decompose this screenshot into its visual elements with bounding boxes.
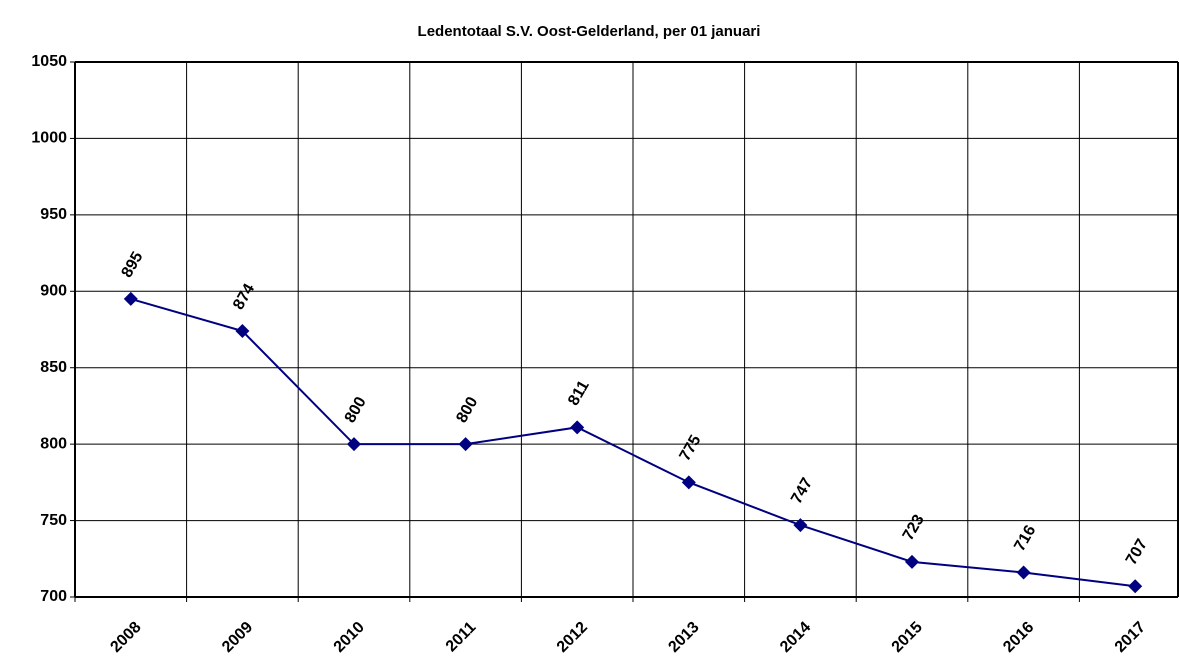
data-label: 716: [1011, 523, 1039, 555]
y-tick-label: 1050: [31, 53, 67, 70]
data-line: [130, 297, 1136, 588]
x-tick-label: 2013: [665, 619, 702, 656]
data-label: 811: [565, 378, 593, 409]
y-tick-label: 700: [40, 588, 67, 605]
data-marker: [458, 437, 473, 452]
data-marker: [1016, 565, 1031, 580]
data-marker: [347, 437, 361, 452]
data-marker: [570, 420, 585, 435]
y-tick-label: 900: [40, 283, 67, 300]
x-tick-label: 2010: [331, 619, 368, 656]
y-tick-label: 800: [40, 435, 67, 452]
data-marker: [123, 291, 138, 306]
data-label: 800: [342, 394, 370, 426]
data-marker: [1128, 579, 1143, 594]
data-label: 800: [453, 394, 481, 426]
data-marker: [235, 324, 250, 339]
y-tick-label: 1000: [31, 130, 67, 147]
data-marker: [905, 554, 919, 569]
x-tick-label: 2009: [219, 619, 256, 656]
data-label: 874: [230, 281, 258, 313]
data-marker: [793, 518, 808, 533]
data-label: 895: [119, 249, 147, 281]
x-tick-label: 2017: [1112, 619, 1149, 656]
y-tick-label: 750: [40, 512, 67, 529]
data-label: 747: [788, 475, 816, 507]
x-tick-label: 2016: [1000, 619, 1037, 656]
data-label: 775: [677, 432, 705, 464]
x-tick-label: 2014: [777, 619, 814, 656]
data-marker: [681, 475, 696, 490]
data-label: 723: [900, 512, 928, 544]
x-tick-label: 2012: [554, 619, 591, 656]
y-tick-label: 950: [40, 206, 67, 223]
x-tick-label: 2011: [443, 619, 480, 656]
x-tick-label: 2008: [107, 619, 144, 656]
data-label: 707: [1123, 536, 1151, 568]
chart-title: Ledentotaal S.V. Oost-Gelderland, per 01…: [418, 23, 761, 40]
x-tick-label: 2015: [889, 619, 926, 656]
y-tick-label: 850: [40, 359, 67, 376]
